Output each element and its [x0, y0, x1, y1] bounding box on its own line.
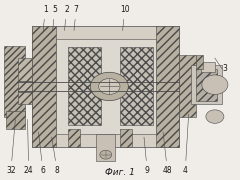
Bar [32, 26, 56, 147]
Bar [4, 46, 25, 117]
Bar [179, 55, 196, 117]
Text: 1: 1 [43, 5, 48, 31]
Bar [56, 39, 156, 134]
Bar [120, 48, 153, 125]
Text: 2: 2 [64, 5, 69, 31]
Ellipse shape [202, 75, 228, 94]
Text: 32: 32 [6, 119, 16, 175]
Text: 10: 10 [120, 5, 130, 31]
Text: Фиг. 1: Фиг. 1 [105, 168, 135, 177]
Text: 3: 3 [222, 64, 227, 73]
Text: 5: 5 [52, 5, 57, 31]
Ellipse shape [99, 78, 120, 94]
Text: 4: 4 [183, 114, 189, 175]
Bar [18, 58, 32, 104]
Ellipse shape [206, 110, 224, 123]
Ellipse shape [100, 150, 112, 159]
Text: 7: 7 [74, 5, 78, 31]
Bar [6, 111, 25, 129]
Text: 48: 48 [163, 132, 172, 175]
Bar [156, 26, 179, 147]
Bar [68, 48, 101, 125]
Bar [201, 62, 215, 72]
Text: 6: 6 [38, 132, 45, 175]
Ellipse shape [90, 72, 128, 101]
Bar [96, 134, 115, 161]
Text: 24: 24 [24, 119, 34, 175]
Bar [68, 129, 80, 147]
Bar [120, 129, 132, 147]
Text: 8: 8 [52, 137, 60, 175]
Bar [32, 26, 179, 147]
Text: 9: 9 [144, 137, 150, 175]
Bar [196, 55, 203, 69]
Bar [191, 65, 222, 104]
Bar [196, 69, 217, 101]
